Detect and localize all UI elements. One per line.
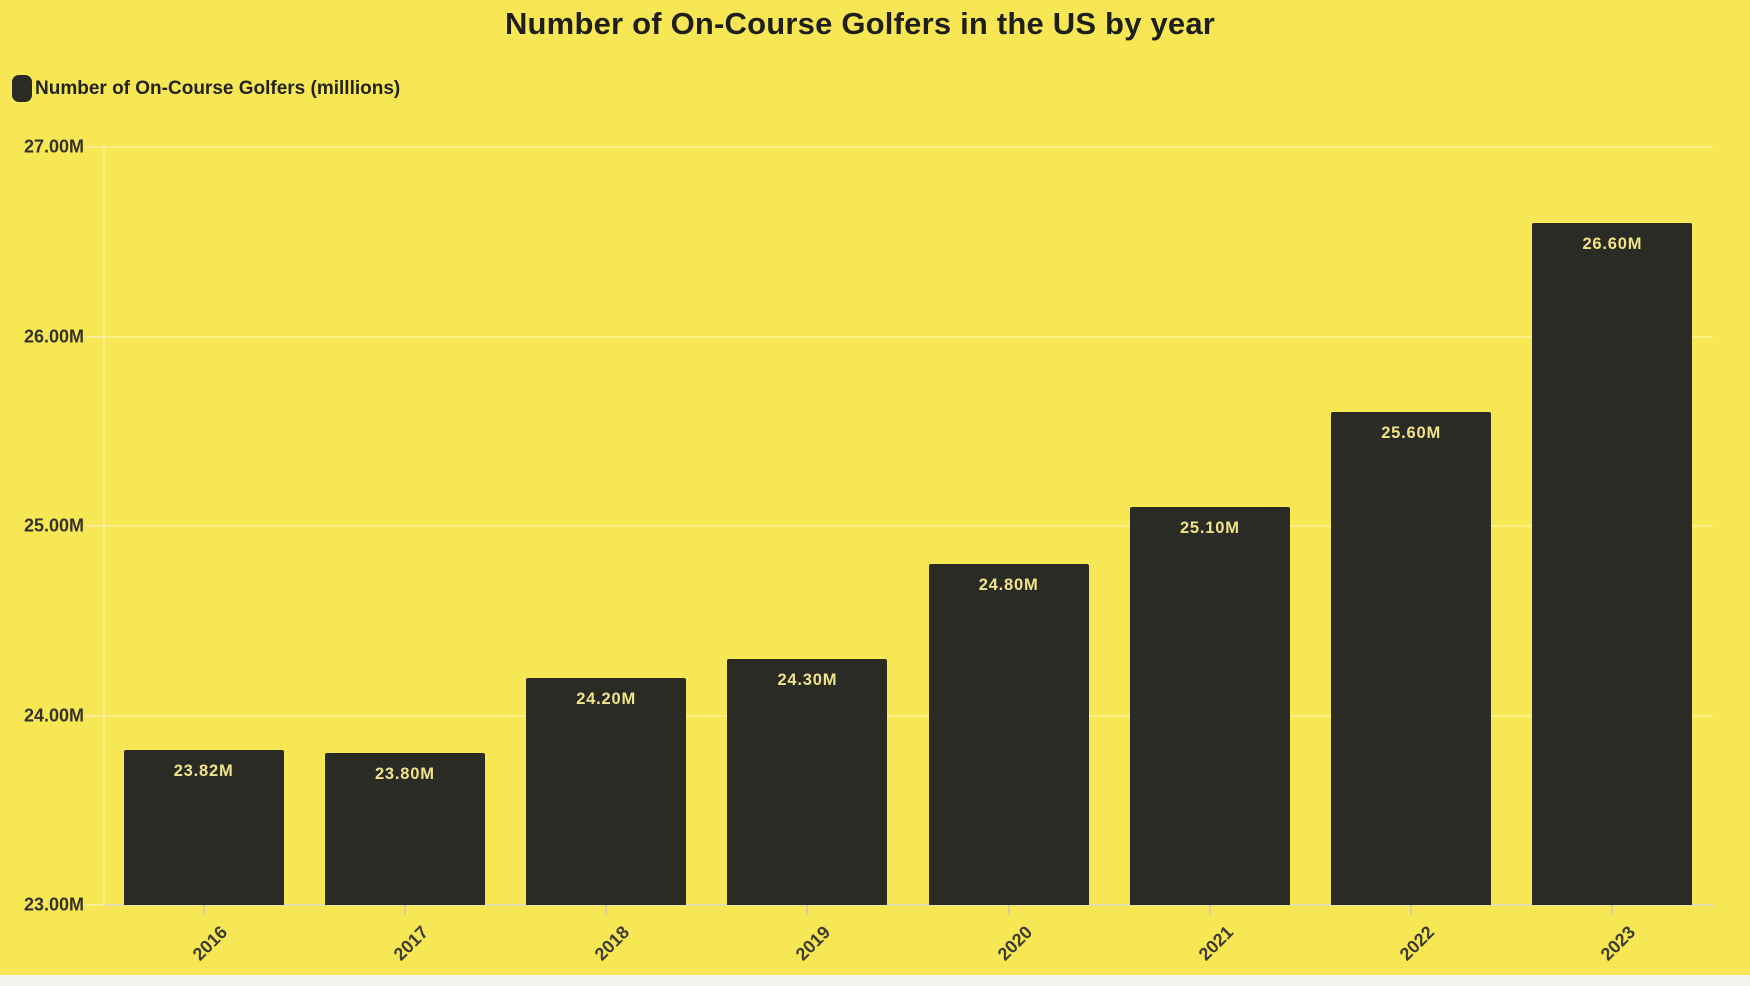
plot-area: 23.82M 23.80M 24.20M 24.30M 24.80M 25.10M 25.6… [103,146,1713,906]
y-axis-tick [85,525,103,527]
x-axis-tick [1611,905,1614,915]
bar-2018[interactable]: 24.20M [526,677,687,905]
x-axis-tick [403,905,406,915]
y-axis-label-text: 26.00M [23,326,84,346]
x-axis-tick [1007,905,1010,915]
x-axis-tick [202,905,205,915]
gridline [103,525,1713,527]
bar-value-label: 24.20M [576,689,637,708]
bar-2021[interactable]: 25.10M [1129,507,1290,905]
bar-value-label: 24.30M [777,670,838,689]
x-axis-label-text: 2022 [1395,922,1439,965]
bar-2022[interactable]: 25.60M [1331,412,1492,905]
chart-title: Number of On-Course Golfers in the US by… [504,6,1216,41]
x-axis-label-text: 2018 [590,922,634,965]
x-axis-label-text: 2017 [389,922,433,965]
y-axis-tick [85,904,103,906]
bar-2016[interactable]: 23.82M [123,749,284,905]
x-axis-label-text: 2020 [993,922,1036,965]
x-axis-label-text: 2021 [1194,922,1238,965]
y-axis-tick [85,335,103,338]
bar-value-label: 23.80M [374,765,435,784]
y-axis-tick [85,146,103,148]
gridline [103,146,1713,148]
bar-value-label: 26.60M [1582,234,1643,253]
bar-2017[interactable]: 23.80M [324,753,485,905]
bar-2019[interactable]: 24.30M [727,658,888,905]
y-axis-line [103,147,105,905]
gridline [103,335,1713,338]
bar-value-label: 25.10M [1179,519,1240,538]
y-axis-tick [85,714,103,717]
x-axis-tick [806,905,809,915]
legend-swatch-icon [12,75,32,102]
legend-label: Number of On-Course Golfers (milllions) [35,77,401,99]
y-axis-label-text: 27.00M [23,136,84,157]
bar-2023[interactable]: 26.60M [1532,222,1693,905]
bar-2020[interactable]: 24.80M [928,563,1089,905]
x-axis-tick [605,905,608,915]
y-axis-label-text: 24.00M [23,705,84,725]
x-axis-label-text: 2023 [1597,922,1640,965]
gridline [103,714,1713,717]
bar-value-label: 25.60M [1381,424,1442,443]
y-axis-label-text: 23.00M [23,894,84,915]
x-axis-tick [1410,905,1413,915]
legend-item[interactable]: Number of On-Course Golfers (milllions) [12,75,400,102]
x-axis-label-text: 2019 [792,922,835,965]
bottom-edge-strip [0,975,1750,986]
x-axis-baseline [103,904,1713,906]
bar-value-label: 24.80M [978,575,1039,594]
bar-value-label: 23.82M [173,761,234,780]
x-axis-label-text: 2016 [188,922,231,965]
y-axis-label-text: 25.00M [23,515,84,536]
x-axis-tick [1208,905,1211,915]
